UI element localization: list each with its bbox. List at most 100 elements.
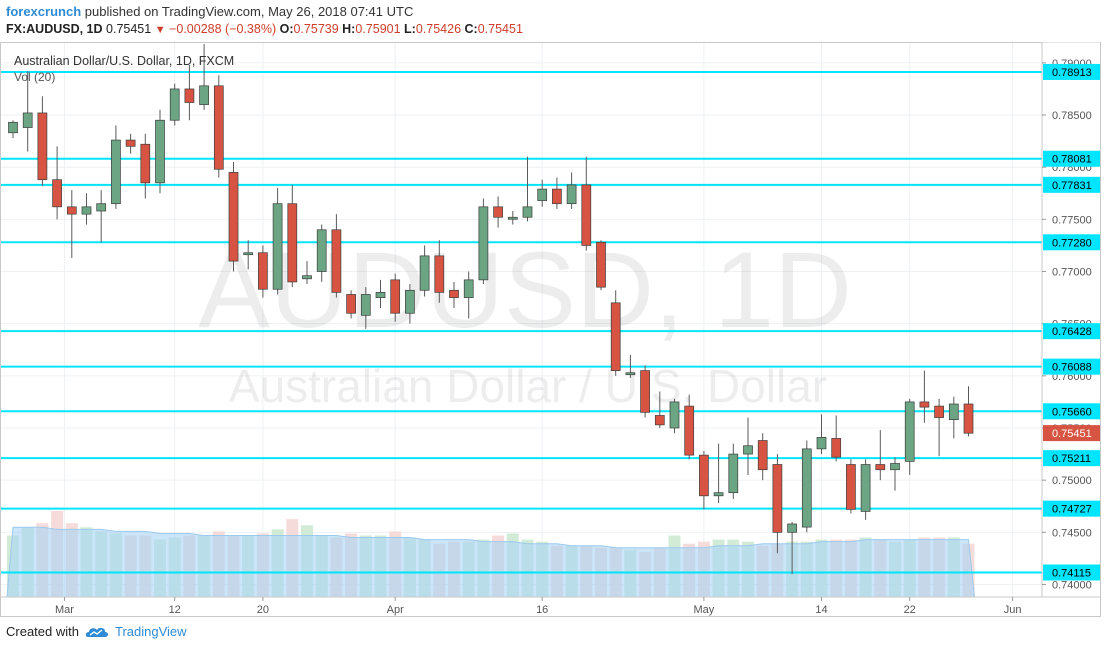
candle-down xyxy=(699,454,709,497)
volume-ma-area xyxy=(6,526,976,598)
candle-up xyxy=(405,289,415,314)
candle-down xyxy=(654,415,665,426)
candle-up xyxy=(478,206,489,281)
publisher-name[interactable]: forexcrunch xyxy=(6,4,82,19)
candle-down xyxy=(213,85,224,170)
candle-up xyxy=(522,206,533,218)
publish-line: forexcrunch published on TradingView.com… xyxy=(6,4,413,19)
time-tick-label: 12 xyxy=(169,604,181,616)
candle-up xyxy=(272,203,283,290)
candle-down xyxy=(140,143,151,184)
level-label-bg xyxy=(1043,450,1100,467)
candle-up xyxy=(463,279,474,298)
level-label: 0.76088 xyxy=(1052,362,1092,374)
price-tick-label: 0.75000 xyxy=(1052,475,1092,487)
candle-up xyxy=(302,275,312,280)
time-tick-label: Mar xyxy=(55,604,74,616)
low-label: L: xyxy=(404,22,416,36)
price-chart[interactable]: AUDUSD, 1D Australian Dollar / U.S. Doll… xyxy=(0,42,1106,617)
candle-down xyxy=(875,464,886,471)
candle-up xyxy=(537,188,548,201)
close-label: C: xyxy=(464,22,478,36)
candle-up xyxy=(111,139,121,205)
level-label: 0.74727 xyxy=(1052,504,1092,516)
candle-up xyxy=(419,255,430,291)
candle-up xyxy=(801,448,812,528)
candle-down xyxy=(346,294,356,314)
candle-up xyxy=(81,206,92,215)
last-price-label-bg xyxy=(1043,425,1100,442)
level-label-bg xyxy=(1043,358,1100,375)
candle-down xyxy=(934,405,944,418)
candle-up xyxy=(566,184,577,205)
candle-down xyxy=(610,302,621,371)
candle-up xyxy=(199,85,209,105)
level-label: 0.77280 xyxy=(1052,237,1092,249)
candle-up xyxy=(507,216,518,220)
candle-up xyxy=(96,203,107,212)
ohlc-line: FX:AUDUSD, 1D 0.75451 ▼ −0.00288 (−0.38%… xyxy=(6,22,523,36)
tradingview-link[interactable]: TradingView xyxy=(114,624,187,639)
time-axis[interactable]: Mar 12 20 Apr 16 May 14 22 Jun xyxy=(55,597,1022,616)
candle-up xyxy=(890,463,900,471)
last-price-label: 0.75451 xyxy=(1052,428,1092,440)
high-label: H: xyxy=(342,22,356,36)
candle-up xyxy=(728,453,739,494)
candle-up xyxy=(243,252,254,256)
time-tick-label: 20 xyxy=(257,604,269,616)
watermark-symbol: AUDUSD, 1D xyxy=(198,229,852,350)
time-tick-label: 16 xyxy=(536,604,548,616)
volume-label: Vol (20) xyxy=(14,70,55,84)
candle-up xyxy=(669,401,680,429)
low-value: 0.75426 xyxy=(415,22,462,36)
candle-down xyxy=(184,88,195,103)
tradingview-cloud-icon xyxy=(85,627,108,637)
chart-frame xyxy=(0,42,1101,617)
time-tick-label: Apr xyxy=(387,604,404,616)
price-tick-label: 0.74000 xyxy=(1052,579,1092,591)
level-label: 0.74115 xyxy=(1052,567,1091,579)
candle-down xyxy=(596,241,606,288)
candle-up xyxy=(22,112,33,128)
candle-down xyxy=(493,206,503,218)
close-value: 0.75451 xyxy=(477,22,523,36)
candle-up xyxy=(155,119,165,184)
candle-up xyxy=(816,437,827,450)
high-value: 0.75901 xyxy=(355,22,401,36)
candlesticks xyxy=(8,44,974,575)
candle-up xyxy=(169,88,180,121)
candle-down xyxy=(831,438,842,458)
candle-down xyxy=(846,464,856,510)
candle-up xyxy=(948,403,959,421)
level-label-bg xyxy=(1043,500,1100,517)
time-tick-label: Jun xyxy=(1004,604,1022,616)
price-tick-label: 0.77000 xyxy=(1052,267,1092,279)
candle-down xyxy=(52,179,62,208)
candle-down xyxy=(963,403,974,434)
volume-moving-average xyxy=(6,526,976,598)
candle-up xyxy=(375,292,386,298)
candle-down xyxy=(37,112,48,181)
level-label-bg xyxy=(1043,564,1100,581)
candle-up xyxy=(743,445,753,455)
candle-down xyxy=(772,464,783,533)
time-tick-label: 14 xyxy=(815,604,827,616)
symbol-label: FX:AUDUSD, 1D xyxy=(6,22,103,36)
price-tick-label: 0.77500 xyxy=(1052,214,1092,226)
publish-info: published on TradingView.com, May 26, 20… xyxy=(84,4,414,19)
candle-down xyxy=(287,203,298,283)
watermark-name: Australian Dollar / U.S. Dollar xyxy=(229,360,827,412)
chart-title: Australian Dollar/U.S. Dollar, 1D, FXCM xyxy=(14,54,234,68)
level-label-bg xyxy=(1043,176,1100,193)
candle-down xyxy=(434,255,445,293)
candle-up xyxy=(8,121,18,134)
level-label-bg xyxy=(1043,323,1100,340)
last-price-value: 0.75451 xyxy=(106,22,152,36)
level-label: 0.78913 xyxy=(1052,67,1092,79)
created-with-label: Created with xyxy=(6,624,79,639)
candle-down xyxy=(552,188,562,205)
candle-down xyxy=(228,172,239,262)
level-label: 0.77831 xyxy=(1052,180,1092,192)
candle-up xyxy=(904,401,915,462)
chart-area[interactable]: AUDUSD, 1D Australian Dollar / U.S. Doll… xyxy=(0,42,1106,622)
